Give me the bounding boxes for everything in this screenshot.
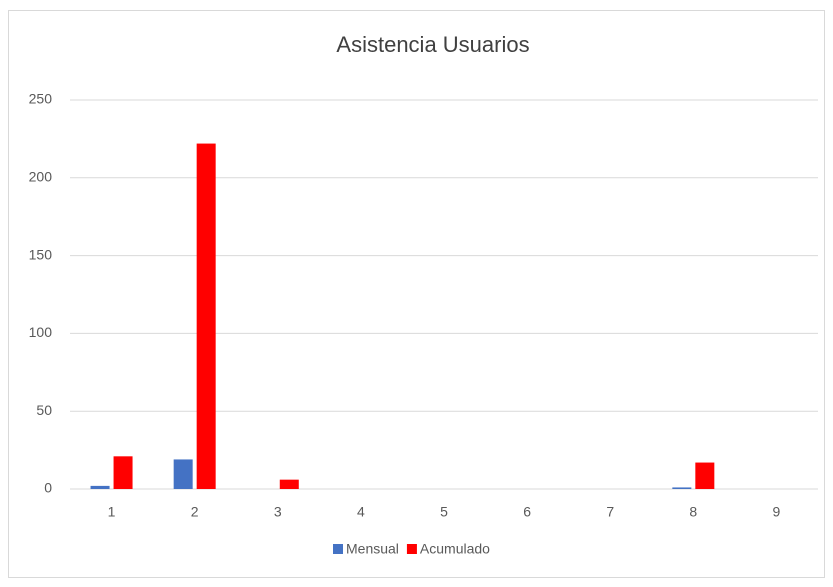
chart-frame xyxy=(8,10,825,578)
y-tick-label: 50 xyxy=(36,402,52,418)
y-tick-label: 0 xyxy=(44,480,52,496)
bar xyxy=(113,456,133,489)
bar xyxy=(672,487,692,489)
bar xyxy=(173,459,193,489)
x-tick-label: 8 xyxy=(689,504,697,520)
y-tick-label: 200 xyxy=(29,169,53,185)
x-tick-label: 5 xyxy=(440,504,448,520)
x-tick-label: 1 xyxy=(108,504,116,520)
x-tick-label: 9 xyxy=(773,504,781,520)
y-tick-label: 250 xyxy=(29,91,53,107)
bar xyxy=(279,479,299,489)
chart-title: Asistencia Usuarios xyxy=(336,32,529,57)
legend-swatch xyxy=(406,544,417,554)
bar xyxy=(695,462,715,489)
y-tick-label: 150 xyxy=(29,246,53,262)
y-tick-label: 100 xyxy=(29,324,53,340)
legend-swatch xyxy=(333,544,343,554)
legend-label: Acumulado xyxy=(420,541,490,557)
bar xyxy=(196,143,216,489)
x-tick-label: 2 xyxy=(191,504,199,520)
x-tick-label: 7 xyxy=(606,504,614,520)
legend-label: Mensual xyxy=(346,541,399,557)
x-tick-label: 6 xyxy=(523,504,531,520)
bar xyxy=(90,485,110,489)
x-tick-label: 4 xyxy=(357,504,365,520)
x-tick-label: 3 xyxy=(274,504,282,520)
